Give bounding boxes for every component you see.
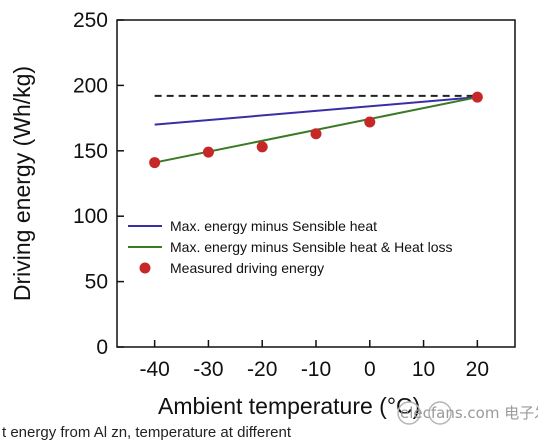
x-tick-label: -40 xyxy=(139,358,169,381)
x-tick-label: 10 xyxy=(412,358,435,381)
data-point xyxy=(310,128,322,140)
plot-frame xyxy=(116,19,516,348)
y-tick-label: 150 xyxy=(73,140,108,163)
x-tick-label: -20 xyxy=(247,358,277,381)
legend-label: Max. energy minus Sensible heat xyxy=(170,218,377,234)
footer-text: t energy from Al zn, temperature at diff… xyxy=(2,424,292,441)
y-tick-label: 0 xyxy=(96,336,108,359)
x-axis-title: Ambient temperature (°C) xyxy=(158,393,420,419)
data-point xyxy=(149,157,161,169)
legend-label: Max. energy minus Sensible heat & Heat l… xyxy=(170,239,452,255)
axes: 0 50 100 150 200 250 -40 -30 -20 -10 0 10 20 Ambient … xyxy=(9,9,516,419)
y-tick-label: 200 xyxy=(73,74,108,97)
data-point xyxy=(364,116,376,128)
y-tick-label: 250 xyxy=(73,9,108,32)
x-tick-label: -30 xyxy=(193,358,223,381)
x-tick-label: -10 xyxy=(301,358,331,381)
y-tick-label: 50 xyxy=(85,271,108,294)
y-axis-title: Driving energy (Wh/kg) xyxy=(9,66,35,301)
series-line-1 xyxy=(154,96,478,126)
data-point xyxy=(202,146,214,158)
x-tick-label: 0 xyxy=(364,358,376,381)
watermark: elecfans.com 电子发烧友 xyxy=(397,401,538,425)
watermark-text: elecfans.com 电子发烧友 xyxy=(400,404,538,422)
y-tick-label: 100 xyxy=(73,205,108,228)
data-point xyxy=(256,141,268,153)
legend: Max. energy minus Sensible heat Max. ener… xyxy=(128,218,452,276)
legend-swatch-dot xyxy=(139,262,151,274)
series-layer xyxy=(149,91,483,169)
legend-label: Measured driving energy xyxy=(170,260,324,276)
x-tick-label: 20 xyxy=(466,358,489,381)
data-point xyxy=(471,91,483,103)
